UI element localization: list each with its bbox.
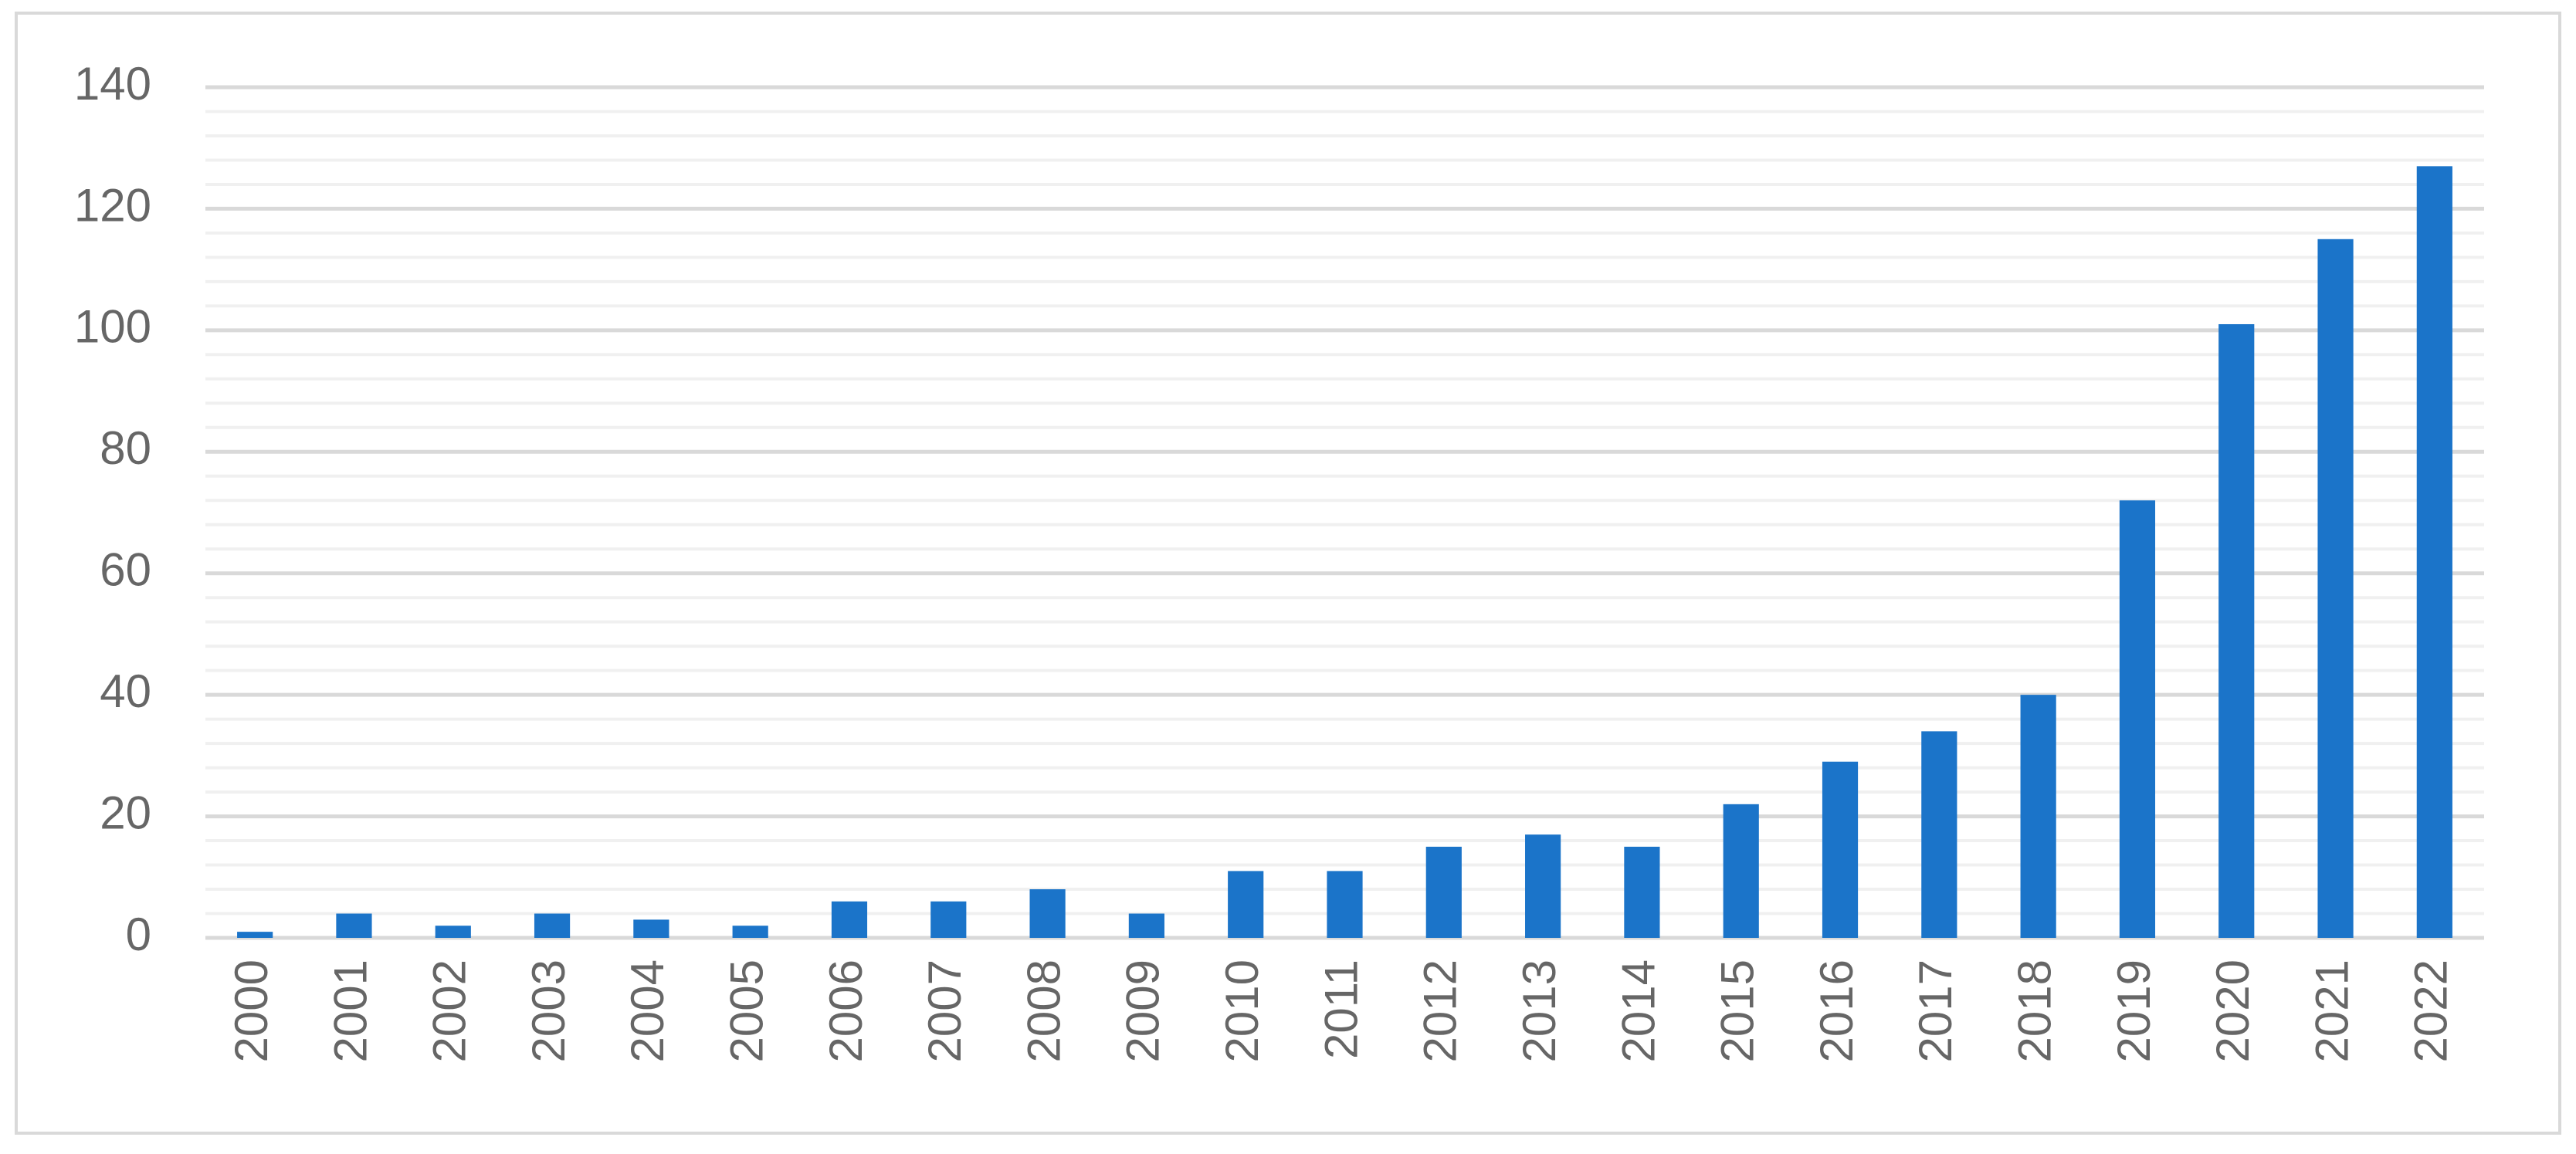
bar: [1327, 871, 1363, 938]
x-tick-label: 2005: [721, 959, 773, 1062]
x-tick-label: 2019: [2108, 959, 2160, 1062]
bar: [1029, 889, 1066, 938]
bar: [633, 919, 669, 938]
x-tick-label: 2008: [1018, 959, 1069, 1062]
bar: [1921, 731, 1957, 938]
bar: [237, 932, 273, 938]
y-tick-label: 40: [100, 665, 151, 717]
x-tick-label: 2017: [1910, 959, 1961, 1062]
x-tick-label: 2009: [1117, 959, 1169, 1062]
x-tick-label: 2022: [2405, 959, 2457, 1062]
x-tick-label: 2020: [2207, 959, 2259, 1062]
x-tick-label: 2014: [1612, 959, 1664, 1062]
y-tick-label: 100: [74, 301, 151, 353]
bar: [1128, 913, 1164, 938]
bar: [435, 926, 471, 938]
x-tick-label: 2011: [1315, 959, 1367, 1059]
x-tick-label: 2016: [1811, 959, 1863, 1062]
bar: [2020, 695, 2056, 938]
bar: [336, 913, 372, 938]
bar: [1525, 834, 1561, 938]
bar: [1723, 804, 1759, 938]
x-tick-label: 2006: [820, 959, 872, 1062]
bar: [1425, 846, 1462, 938]
x-tick-label: 2010: [1216, 959, 1268, 1062]
bar: [732, 926, 768, 938]
y-tick-label: 60: [100, 544, 151, 596]
bar: [930, 901, 967, 938]
y-tick-label: 120: [74, 179, 151, 231]
y-tick-label: 140: [74, 58, 151, 110]
x-tick-label: 2018: [2008, 959, 2060, 1062]
bar: [1228, 871, 1264, 938]
bar: [2416, 166, 2452, 939]
bar: [831, 901, 868, 938]
bar: [2317, 239, 2354, 938]
bar: [2119, 500, 2156, 938]
bar: [2218, 323, 2255, 938]
y-tick-label: 20: [100, 787, 151, 838]
bar: [1624, 846, 1660, 938]
x-tick-label: 2002: [424, 959, 476, 1062]
x-tick-label: 2001: [324, 959, 376, 1062]
bar: [534, 913, 571, 938]
x-tick-label: 2013: [1513, 959, 1565, 1062]
x-tick-label: 2003: [523, 959, 575, 1062]
x-tick-label: 2004: [622, 959, 673, 1062]
x-tick-label: 2000: [225, 959, 277, 1062]
y-tick-label: 80: [100, 422, 151, 474]
x-tick-label: 2007: [919, 959, 971, 1062]
x-tick-label: 2021: [2306, 959, 2357, 1062]
y-tick-label: 0: [126, 909, 151, 960]
x-tick-label: 2012: [1415, 959, 1466, 1062]
bar: [1822, 761, 1859, 938]
x-tick-label: 2015: [1712, 959, 1764, 1062]
